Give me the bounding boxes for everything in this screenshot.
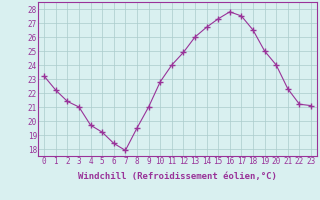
X-axis label: Windchill (Refroidissement éolien,°C): Windchill (Refroidissement éolien,°C) — [78, 172, 277, 181]
